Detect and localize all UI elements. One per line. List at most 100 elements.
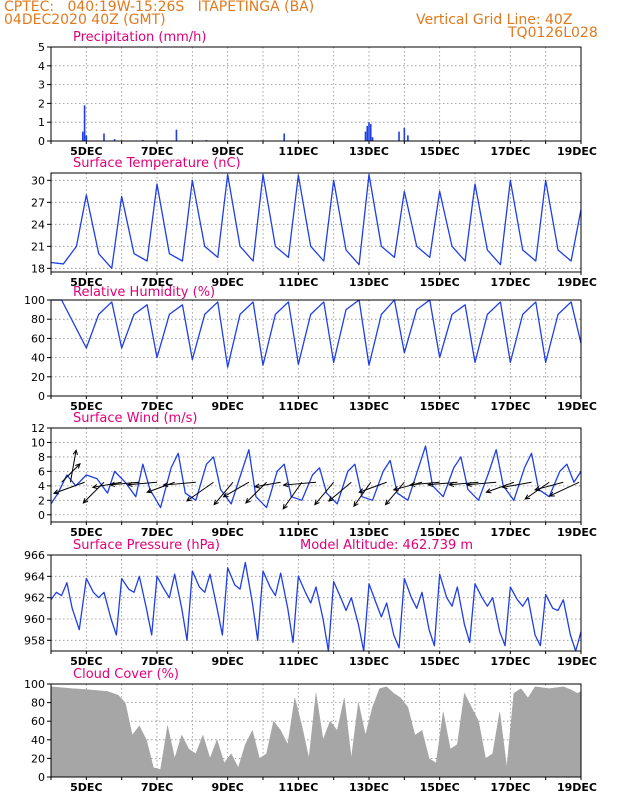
- precip-ytick-label: 2: [38, 97, 45, 110]
- pressure-ytick-label: 962: [24, 592, 45, 605]
- wind-arrow: [467, 481, 497, 486]
- temp-xtick-label: 19DEC: [557, 276, 597, 289]
- wind-arrow: [283, 481, 317, 486]
- precip-xtick-label: 13DEC: [349, 145, 389, 158]
- pressure-xtick-label: 13DEC: [349, 655, 389, 668]
- wind-arrow: [53, 481, 85, 494]
- cloud-xtick-label: 15DEC: [420, 781, 460, 794]
- wind-arrow-head: [548, 491, 555, 497]
- temp-xtick-label: 13DEC: [349, 276, 389, 289]
- wind-arrow: [328, 481, 352, 502]
- wind-ytick-label: 4: [38, 480, 45, 493]
- wind-arrow-head: [328, 496, 334, 502]
- cloud-xtick-label: 9DEC: [211, 781, 243, 794]
- wind-arrow: [282, 481, 303, 510]
- wind-ytick-label: 8: [38, 451, 45, 464]
- cloud-ytick-label: 60: [31, 715, 45, 728]
- wind-arrow-head: [282, 503, 288, 510]
- wind-arrow-head: [384, 499, 391, 506]
- pressure-ytick-label: 960: [24, 613, 45, 626]
- wind-arrow: [353, 481, 372, 507]
- pressure-frame: [50, 554, 582, 652]
- wind-arrow: [314, 481, 335, 505]
- wind-xtick-label: 17DEC: [490, 526, 530, 539]
- pressure-panel: 958 960 962 964 966 5DEC 7DEC 9DEC 11DEC 13DEC 15D…: [24, 538, 597, 668]
- wind-arrow-head: [109, 481, 116, 488]
- rh-ytick-label: 20: [31, 371, 45, 384]
- header-station: CPTEC: 040:19W-15:26S ITAPETINGA (BA): [4, 0, 315, 15]
- wind-xtick-label: 7DEC: [141, 526, 173, 539]
- pressure-xtick-label: 17DEC: [490, 655, 530, 668]
- precip-ytick-label: 5: [38, 41, 45, 54]
- rh-frame: [50, 299, 582, 397]
- wind-arrow: [147, 481, 175, 493]
- cloud-xtick-label: 11DEC: [278, 781, 318, 794]
- wind-title: Surface Wind (m/s): [73, 411, 197, 426]
- temp-ytick-label: 18: [31, 262, 45, 275]
- wind-arrow: [385, 481, 405, 505]
- rh-line: [51, 299, 582, 368]
- pressure-xtick-label: 19DEC: [557, 655, 597, 668]
- rh-xtick-label: 7DEC: [141, 400, 173, 413]
- wind-arrow: [186, 481, 214, 502]
- wind-arrow-head: [146, 488, 153, 494]
- wind-arrow: [223, 481, 250, 498]
- wind-ytick-label: 6: [38, 465, 45, 478]
- pressure-ytick-label: 958: [24, 634, 45, 647]
- wind-ytick-label: 2: [38, 494, 45, 507]
- rh-xtick-label: 19DEC: [557, 400, 597, 413]
- precip-title: Precipitation (mm/h): [73, 30, 206, 45]
- wind-xtick-label: 13DEC: [349, 526, 389, 539]
- wind-arrow-head: [245, 498, 251, 504]
- cloud-ytick-label: 40: [31, 734, 45, 747]
- pressure-line: [50, 561, 582, 652]
- wind-arrow: [359, 481, 387, 493]
- wind-frame: [50, 427, 582, 523]
- header-datetime: 04DEC2020 40Z (GMT): [4, 12, 166, 28]
- wind-arrow: [410, 481, 440, 486]
- wind-arrow-head: [185, 496, 192, 502]
- cloud-area: [50, 686, 582, 778]
- precip-xtick-label: 17DEC: [490, 145, 530, 158]
- wind-arrow: [549, 481, 580, 497]
- rh-xtick-label: 17DEC: [490, 400, 530, 413]
- wind-arrow: [254, 481, 281, 488]
- temp-panel: 18 21 24 27 30 5DEC 7DEC 9DEC 11DEC 13DEC 15DEC 17D…: [31, 156, 597, 289]
- wind-arrow: [449, 481, 479, 486]
- wind-arrow: [127, 481, 158, 486]
- cloud-panel: 0 20 40 60 80 100 5DEC 7DEC 9DEC 11DEC 13DEC 15DEC 1…: [24, 667, 597, 794]
- wind-arrow: [110, 481, 140, 486]
- wind-arrow-head: [448, 481, 455, 488]
- wind-arrow-head: [82, 498, 89, 504]
- temp-frame: [50, 172, 582, 273]
- wind-arrow: [61, 463, 81, 483]
- rh-ytick-label: 100: [24, 294, 45, 307]
- wind-arrow: [502, 481, 532, 488]
- wind-arrow-head: [162, 482, 169, 488]
- precip-ytick-label: 0: [38, 135, 45, 148]
- wind-arrow-head: [427, 481, 434, 488]
- cloud-ytick-label: 80: [31, 697, 45, 710]
- wind-arrow-head: [314, 499, 320, 506]
- rh-xtick-label: 15DEC: [420, 400, 460, 413]
- wind-ytick-label: 12: [31, 422, 45, 435]
- pressure-xtick-label: 15DEC: [420, 655, 460, 668]
- wind-arrow-head: [213, 499, 219, 506]
- rh-xtick-label: 5DEC: [70, 400, 102, 413]
- precip-xtick-label: 19DEC: [557, 145, 597, 158]
- temp-xtick-label: 9DEC: [211, 276, 243, 289]
- wind-xtick-label: 15DEC: [420, 526, 460, 539]
- wind-arrow-head: [533, 486, 541, 492]
- wind-arrow-head: [524, 494, 531, 500]
- wind-line: [50, 445, 582, 509]
- precip-xtick-label: 11DEC: [278, 145, 318, 158]
- wind-arrow-head: [126, 481, 133, 488]
- wind-arrow: [163, 481, 196, 486]
- wind-arrow-head: [465, 481, 472, 488]
- wind-arrow-head: [75, 463, 81, 469]
- temp-xtick-label: 17DEC: [490, 276, 530, 289]
- cloud-ytick-label: 20: [31, 752, 45, 765]
- wind-xtick-label: 9DEC: [211, 526, 243, 539]
- wind-arrow: [393, 481, 423, 491]
